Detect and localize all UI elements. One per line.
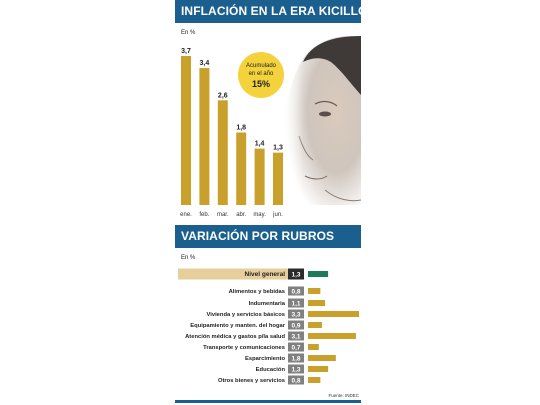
category-label: Indumentaria [249, 301, 286, 307]
value-label: 1,3 [291, 271, 300, 278]
bar-educaci-n [308, 366, 329, 372]
bubble-line2: en el año [249, 71, 274, 77]
value-box [288, 353, 304, 363]
section2-unit: En % [181, 255, 196, 261]
value-box [288, 286, 304, 296]
bar-ene [181, 56, 191, 205]
bar-vivienda-y-servicios-b-sicos [308, 311, 359, 317]
bar-jun [273, 152, 283, 205]
value-box [288, 298, 304, 308]
value-box [288, 375, 304, 385]
bar-nivel-general [308, 271, 329, 277]
bar-mar [217, 100, 228, 205]
bar-esparcimiento [308, 355, 336, 361]
value-box [288, 309, 304, 319]
bar-abr [236, 132, 247, 205]
bar-may [254, 148, 265, 205]
bubble-circle [238, 52, 284, 98]
bar-value-label: 1,4 [255, 141, 265, 148]
value-label: 3,3 [291, 311, 300, 318]
bar-value-label: 1,8 [236, 125, 246, 132]
value-label: 0,7 [291, 344, 300, 351]
value-label: 0,8 [291, 288, 300, 295]
rubros-chart: Nivel general 1,3 Alimentos y bebidas 0,8 In… [178, 268, 360, 398]
bar-transporte-y-comunicaciones [308, 344, 319, 350]
category-label: Transporte y comunicaciones [203, 345, 285, 351]
bar-indumentaria [308, 300, 325, 306]
source-note: Fuente: INDEC [328, 393, 359, 398]
category-label: Equipamiento y manten. del hogar [190, 323, 285, 329]
value-box [288, 364, 304, 374]
bubble-value: 15% [252, 79, 270, 89]
x-tick-label: feb. [199, 212, 209, 218]
bubble-line1: Acumulado [246, 63, 277, 69]
x-tick-label: jun. [272, 212, 283, 218]
section1-title: INFLACIÓN EN LA ERA KICILLOF [181, 4, 375, 18]
bar-alimentos-y-bebidas [308, 288, 321, 294]
value-label: 1,1 [291, 300, 300, 307]
category-label: Alimentos y bebidas [229, 289, 285, 295]
bar-value-label: 3,7 [181, 48, 191, 55]
section1-banner: INFLACIÓN EN LA ERA KICILLOF [175, 0, 375, 23]
value-label: 1,3 [291, 366, 300, 373]
bar-value-label: 3,4 [200, 60, 210, 67]
inflation-bars: 3,7 ene. 3,4 feb. 2,6 mar. 1,8 abr. 1,4 may. 1,3 ju… [180, 48, 283, 218]
footer-rule [175, 400, 361, 403]
category-label: Nivel general [245, 271, 286, 278]
section2-title: VARIACIÓN POR RUBROS [181, 229, 335, 243]
category-label: Educación [256, 367, 286, 373]
value-box [288, 342, 304, 352]
category-label: Atención médica y gastos p/la salud [185, 334, 285, 340]
highlight-row-bg [178, 268, 288, 280]
x-tick-label: abr. [236, 212, 246, 218]
category-label: Otros bienes y servicios [218, 378, 285, 384]
bar-value-label: 1,3 [273, 145, 283, 152]
bar-feb [199, 68, 210, 205]
bar-atenci-n-m-dica-y-gastos-p-la-salud [308, 333, 356, 339]
category-label: Esparcimiento [245, 356, 285, 362]
inflation-chart: Acumulado en el año 15% 3,7 ene. 3,4 feb. 2,… [180, 36, 361, 218]
category-label: Vivienda y servicios básicos [206, 312, 285, 318]
x-tick-label: mar. [217, 212, 229, 218]
value-box [288, 331, 304, 341]
value-label: 0,9 [291, 322, 300, 329]
rubros-rows: Nivel general 1,3 Alimentos y bebidas 0,8 In… [178, 268, 359, 385]
bar-otros-bienes-y-servicios [308, 377, 321, 383]
value-label: 1,8 [291, 355, 300, 362]
value-box [288, 268, 304, 280]
infographic: INFLACIÓN EN LA ERA KICILLOF En % [175, 0, 375, 405]
section1-unit: En % [181, 30, 196, 36]
value-label: 0,8 [291, 377, 300, 384]
portrait-photo [279, 36, 361, 206]
bar-equipamiento-y-manten-del-hogar [308, 322, 322, 328]
section2-banner: VARIACIÓN POR RUBROS [175, 225, 361, 248]
accumulated-bubble: Acumulado en el año 15% [238, 52, 284, 98]
value-box [288, 320, 304, 330]
x-tick-label: ene. [180, 212, 192, 218]
value-label: 3,1 [291, 333, 300, 340]
bar-value-label: 2,6 [218, 92, 228, 99]
x-tick-label: may. [253, 212, 266, 218]
